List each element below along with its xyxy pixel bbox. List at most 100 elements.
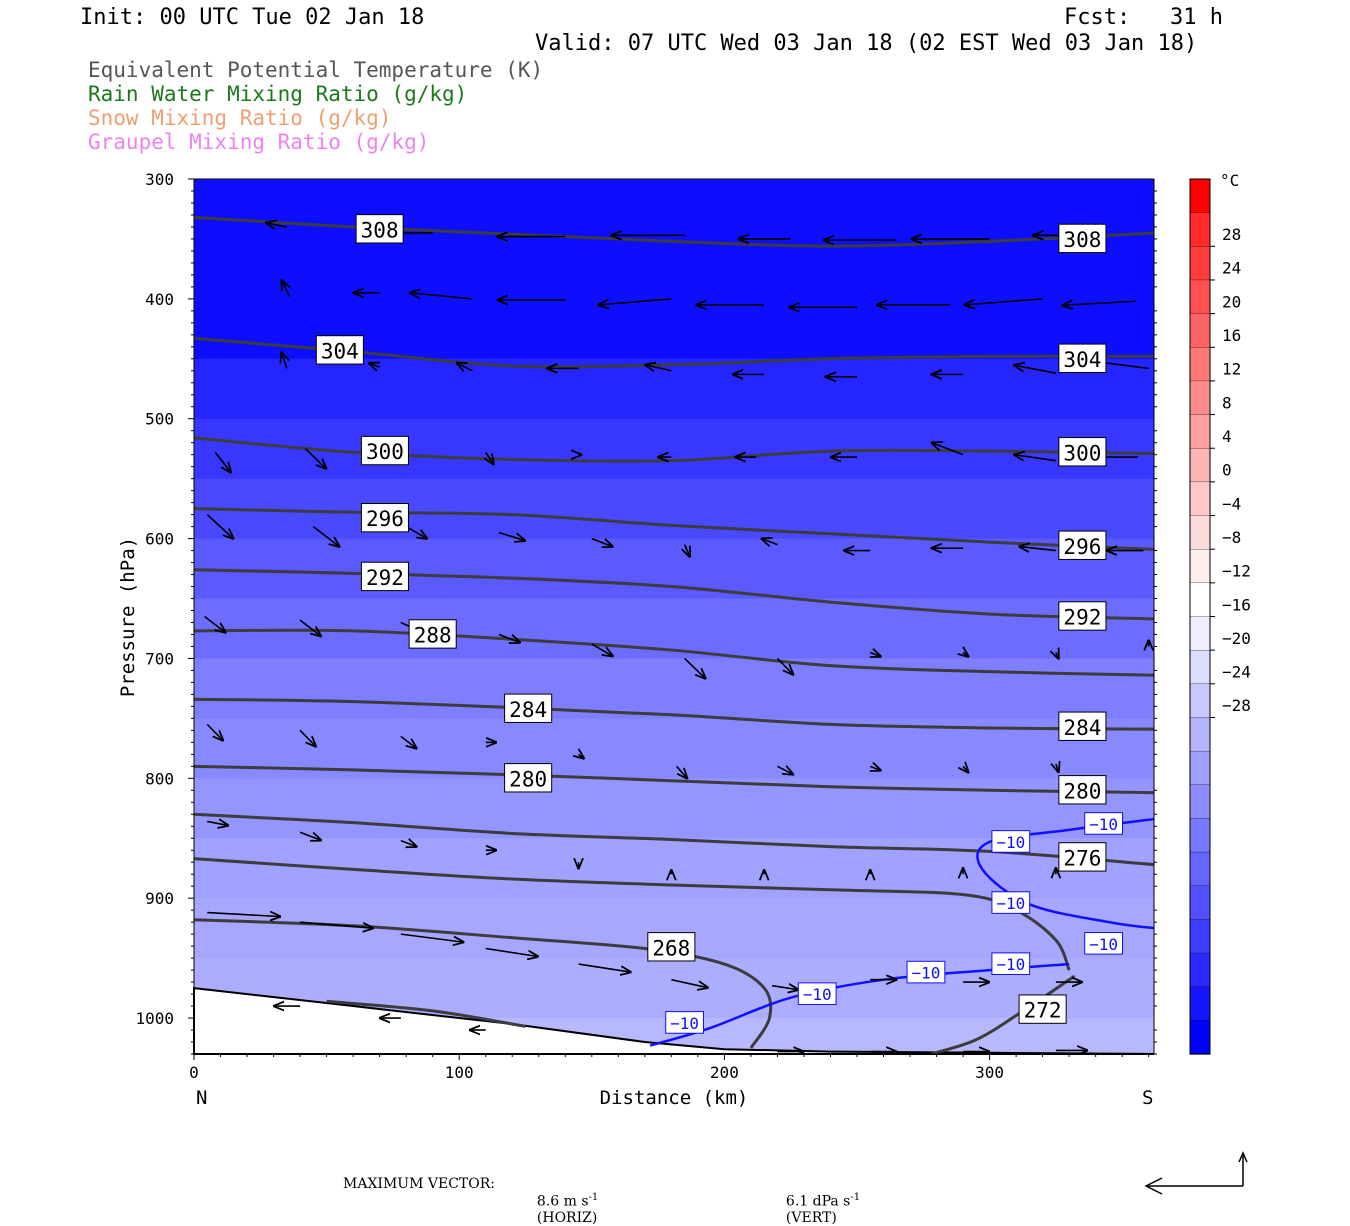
temperature-label: −10 — [1089, 815, 1118, 834]
wind-vector — [400, 933, 463, 942]
theta-e-label-box — [504, 763, 553, 793]
theta-e-label: 272 — [1024, 999, 1062, 1023]
theta-e-label: 284 — [509, 698, 547, 722]
wind-vector — [685, 544, 690, 557]
theta-e-label: 280 — [509, 767, 547, 791]
colorbar-segment — [1189, 279, 1211, 315]
y-axis-label: Pressure (hPa) — [117, 537, 139, 697]
colorbar-segment — [1189, 683, 1211, 719]
colorbar-segment — [1189, 246, 1211, 281]
theta-e-contour — [930, 974, 1076, 1054]
theta-e-contour — [194, 628, 1154, 677]
wind-vector — [207, 913, 280, 917]
x-tick-label: 300 — [975, 1063, 1004, 1082]
colorbar-label: −28 — [1222, 696, 1251, 715]
temperature-band — [194, 658, 1154, 720]
theta-e-contour — [194, 436, 1154, 463]
temperature-label-box — [906, 960, 946, 984]
colorbar-segment — [1189, 178, 1211, 214]
temperature-band — [194, 179, 1154, 360]
wind-vector — [299, 831, 321, 840]
colorbar-segment — [1189, 952, 1211, 988]
colorbar-segment — [1189, 750, 1211, 786]
colorbar-segment — [1189, 616, 1211, 651]
temperature-label: −10 — [911, 964, 940, 983]
colorbar-label: 12 — [1222, 360, 1241, 379]
theta-e-label-box — [1058, 711, 1107, 741]
wind-vector — [1063, 301, 1136, 305]
temperature-band — [194, 478, 1154, 540]
legend-rain: Rain Water Mixing Ratio (g/kg) — [88, 82, 468, 106]
theta-e-label-box — [1058, 775, 1107, 805]
temperature-label: −10 — [670, 1014, 699, 1033]
theta-e-label: 276 — [1063, 846, 1101, 870]
colorbar-segment — [1189, 380, 1211, 416]
colorbar-label: 4 — [1222, 427, 1232, 446]
plot-frame — [193, 178, 1155, 1055]
temperature-band — [194, 358, 1154, 420]
reference-vector-icon — [1144, 1151, 1248, 1195]
wind-vector — [207, 821, 228, 825]
theta-e-label-box — [408, 619, 457, 649]
colorbar-label: −24 — [1222, 663, 1251, 682]
wind-vector — [671, 978, 707, 988]
wind-vector — [963, 766, 968, 772]
colorbar-label: 24 — [1222, 259, 1241, 278]
max-vector-label: MAXIMUM VECTOR: — [343, 1176, 495, 1192]
theta-e-label: 268 — [652, 936, 690, 960]
theta-e-label-box — [360, 435, 409, 466]
theta-e-label-box — [1018, 994, 1067, 1024]
temperature-label-box — [1084, 812, 1123, 835]
y-tick-label: 400 — [145, 290, 174, 309]
wind-vector — [498, 531, 525, 541]
colorbar-segment — [1189, 919, 1211, 954]
theta-e-label: 308 — [1063, 228, 1101, 252]
wind-vector — [599, 298, 672, 305]
y-tick-label: 500 — [145, 410, 174, 429]
theta-e-label-box — [1058, 601, 1107, 631]
init-time: Init: 00 UTC Tue 02 Jan 18 — [80, 5, 425, 30]
temperature-band — [194, 418, 1154, 480]
theta-e-label: 304 — [1063, 348, 1101, 372]
colorbar-segment — [1189, 784, 1211, 820]
wind-vector — [776, 657, 793, 674]
colorbar-segment — [1189, 481, 1211, 517]
colorbar-unit: °C — [1220, 171, 1239, 190]
theta-e-contour — [194, 857, 1071, 971]
x-tick-label: 0 — [189, 1063, 199, 1082]
vert-exponent: -1 — [850, 1192, 861, 1203]
colorbar-segment — [1189, 717, 1211, 752]
theta-e-label-box — [1058, 842, 1107, 872]
wind-vector — [870, 652, 880, 656]
x-tick-label: 100 — [445, 1063, 474, 1082]
colorbar-segment — [1189, 313, 1211, 348]
theta-e-label: 296 — [366, 507, 404, 531]
wind-vector — [300, 921, 373, 928]
forecast-hour: Fcst: 31 h — [1064, 5, 1223, 30]
x-tick-label: 200 — [710, 1063, 739, 1082]
horiz-exponent: -1 — [588, 1192, 599, 1203]
legend-graupel: Graupel Mixing Ratio (g/kg) — [88, 130, 430, 154]
max-horiz-value: 8.6 m s — [536, 1193, 589, 1210]
temperature-label: −10 — [996, 894, 1025, 913]
colorbar-label: −16 — [1222, 595, 1251, 614]
theta-e-label-box — [360, 561, 409, 592]
wind-vector — [1019, 547, 1056, 551]
y-tick-label: 1000 — [135, 1009, 174, 1028]
theta-e-label-box — [1058, 530, 1107, 560]
colorbar-label: −20 — [1222, 629, 1251, 648]
theta-e-label: 284 — [1063, 716, 1101, 740]
colorbar-segment — [1189, 212, 1211, 247]
wind-vector — [1056, 764, 1059, 772]
wind-vector — [645, 365, 672, 371]
temperature-label-box — [665, 1011, 704, 1034]
colorbar-segment — [1189, 885, 1211, 921]
wind-vector — [932, 443, 964, 456]
theta-e-label: 304 — [321, 339, 359, 363]
wind-vector — [579, 754, 584, 758]
theta-e-label: 296 — [1063, 535, 1101, 559]
wind-vector — [206, 723, 223, 740]
colorbar-label: 28 — [1222, 225, 1241, 244]
temperature-label: −10 — [803, 985, 832, 1004]
terrain-surface — [193, 986, 1155, 1055]
